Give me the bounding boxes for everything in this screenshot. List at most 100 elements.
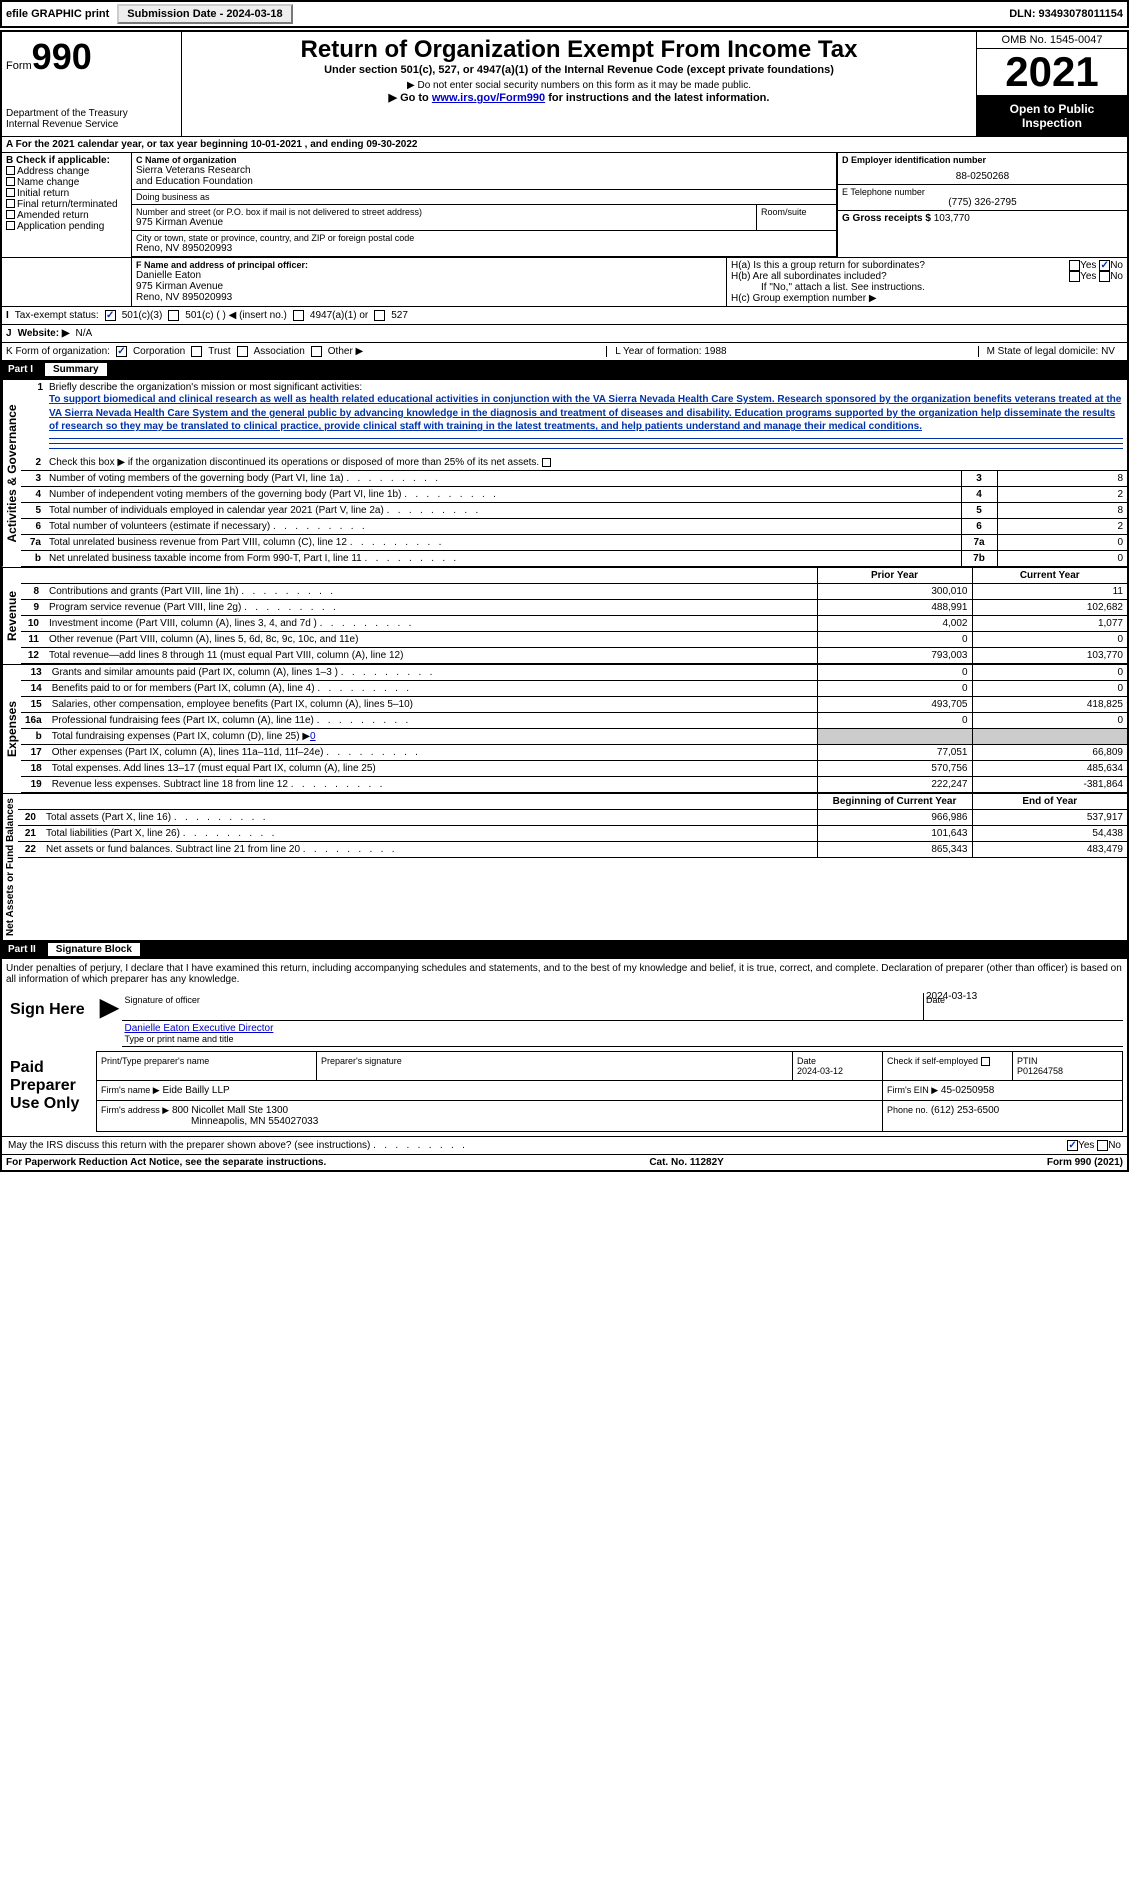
firm-ein-label: Firm's EIN ▶ [887, 1085, 938, 1095]
firm-phone-label: Phone no. [887, 1105, 928, 1115]
line16a-curr: 0 [972, 712, 1127, 728]
line15-prior: 493,705 [817, 696, 972, 712]
type-name-label: Type or print name and title [124, 1034, 1121, 1044]
chk-application-pending[interactable] [6, 221, 15, 230]
irs-link[interactable]: www.irs.gov/Form990 [432, 92, 545, 104]
line9-curr: 102,682 [972, 599, 1127, 615]
paperwork-text: For Paperwork Reduction Act Notice, see … [6, 1157, 326, 1168]
chk-address-change-label: Address change [17, 166, 89, 177]
goto-post: for instructions and the latest informat… [545, 92, 769, 104]
line22-text: Net assets or fund balances. Subtract li… [42, 841, 817, 857]
boy-hdr: Beginning of Current Year [817, 794, 972, 810]
sig-officer-label: Signature of officer [124, 995, 921, 1005]
h-a-no-label: No [1110, 260, 1123, 271]
line19-prior: 222,247 [817, 776, 972, 792]
h-b-yes[interactable] [1069, 271, 1080, 282]
irs-label: Internal Revenue Service [6, 119, 177, 130]
ptin-hdr: PTIN [1017, 1056, 1038, 1066]
table-row: 16aProfessional fundraising fees (Part I… [21, 712, 1127, 728]
form-org-label: K Form of organization: [6, 346, 110, 357]
chk-address-change[interactable] [6, 166, 15, 175]
part1-num: Part I [8, 364, 33, 375]
ein-label: D Employer identification number [842, 155, 1123, 165]
section-b-label: B Check if applicable: [6, 155, 127, 166]
chk-527[interactable] [374, 310, 385, 321]
line18-text: Total expenses. Add lines 13–17 (must eq… [48, 760, 817, 776]
year-formation-label: L Year of formation: [615, 346, 701, 357]
table-row: 19Revenue less expenses. Subtract line 1… [21, 776, 1127, 792]
chk-initial-return-label: Initial return [17, 188, 69, 199]
org-name-label: C Name of organization [136, 155, 832, 165]
paid-preparer-label: Paid Preparer Use Only [6, 1051, 96, 1132]
chk-name-change[interactable] [6, 177, 15, 186]
line16b-curr-shaded [972, 728, 1127, 744]
net-assets-table: Beginning of Current YearEnd of Year 20T… [18, 794, 1127, 858]
chk-amended-label: Amended return [17, 210, 89, 221]
footer-row: For Paperwork Reduction Act Notice, see … [2, 1154, 1127, 1170]
527-label: 527 [391, 310, 408, 321]
discuss-yes[interactable] [1067, 1140, 1078, 1151]
h-b-no-label: No [1110, 271, 1123, 282]
dln-label: DLN: 93493078011154 [1009, 8, 1123, 20]
line16b-prior-shaded [817, 728, 972, 744]
line13-curr: 0 [972, 665, 1127, 681]
line9-prior: 488,991 [817, 599, 972, 615]
officer-name: Danielle Eaton [136, 270, 722, 281]
org-name-1: Sierra Veterans Research [136, 165, 832, 176]
discuss-text: May the IRS discuss this return with the… [8, 1140, 465, 1151]
line16b-text: Total fundraising expenses (Part IX, col… [52, 731, 310, 742]
line13-text: Grants and similar amounts paid (Part IX… [48, 665, 817, 681]
line16a-text: Professional fundraising fees (Part IX, … [48, 712, 817, 728]
chk-4947[interactable] [293, 310, 304, 321]
vlabel-net-assets: Net Assets or Fund Balances [2, 794, 18, 940]
part1-body: Activities & Governance 1 Briefly descri… [2, 379, 1127, 567]
line3-text: Number of voting members of the governin… [45, 470, 961, 486]
line15-curr: 418,825 [972, 696, 1127, 712]
firm-addr2: Minneapolis, MN 554027033 [101, 1116, 318, 1127]
top-bar: efile GRAPHIC print Submission Date - 20… [0, 0, 1129, 28]
part2-num: Part II [8, 944, 36, 955]
form-header: Form990 Department of the Treasury Inter… [2, 32, 1127, 136]
h-b-yes-label: Yes [1080, 271, 1096, 282]
h-a-yes[interactable] [1069, 260, 1080, 271]
form-subtitle: Under section 501(c), 527, or 4947(a)(1)… [188, 64, 970, 76]
line16b-val: 0 [310, 731, 316, 742]
line22-curr: 483,479 [972, 841, 1127, 857]
chk-final-return[interactable] [6, 199, 15, 208]
ssn-note: ▶ Do not enter social security numbers o… [188, 80, 970, 91]
chk-self-employed[interactable] [981, 1057, 990, 1066]
line7b-value: 0 [997, 550, 1127, 566]
chk-trust[interactable] [191, 346, 202, 357]
officer-addr1: 975 Kirman Avenue [136, 281, 722, 292]
chk-501c[interactable] [168, 310, 179, 321]
line12-text: Total revenue—add lines 8 through 11 (mu… [45, 647, 817, 663]
line12-curr: 103,770 [972, 647, 1127, 663]
discuss-no[interactable] [1097, 1140, 1108, 1151]
street-value: 975 Kirman Avenue [136, 217, 752, 228]
h-b-no[interactable] [1099, 271, 1110, 282]
room-label: Room/suite [757, 205, 837, 230]
officer-addr2: Reno, NV 895020993 [136, 292, 722, 303]
mission-text: To support biomedical and clinical resea… [49, 394, 1121, 432]
chk-assoc[interactable] [237, 346, 248, 357]
firm-addr-label: Firm's address ▶ [101, 1105, 169, 1115]
section-klm: K Form of organization: Corporation Trus… [2, 342, 1127, 360]
ein-value: 88-0250268 [842, 171, 1123, 182]
table-row: 21Total liabilities (Part X, line 26)101… [18, 825, 1127, 841]
section-deg: D Employer identification number 88-0250… [837, 153, 1127, 257]
chk-amended[interactable] [6, 210, 15, 219]
table-row: 11Other revenue (Part VIII, column (A), … [21, 631, 1127, 647]
chk-other[interactable] [311, 346, 322, 357]
h-a-no[interactable] [1099, 260, 1110, 271]
chk-initial-return[interactable] [6, 188, 15, 197]
ptin-value: P01264758 [1017, 1066, 1063, 1076]
cat-no: Cat. No. 11282Y [649, 1157, 723, 1168]
chk-501c3[interactable] [105, 310, 116, 321]
line5-text: Total number of individuals employed in … [45, 502, 961, 518]
revenue-table: Prior YearCurrent Year 8Contributions an… [21, 568, 1127, 664]
submission-date-button[interactable]: Submission Date - 2024-03-18 [117, 4, 292, 24]
line2-chk[interactable] [542, 458, 551, 467]
section-b: B Check if applicable: Address change Na… [2, 153, 132, 257]
line6-text: Total number of volunteers (estimate if … [45, 518, 961, 534]
chk-corp[interactable] [116, 346, 127, 357]
